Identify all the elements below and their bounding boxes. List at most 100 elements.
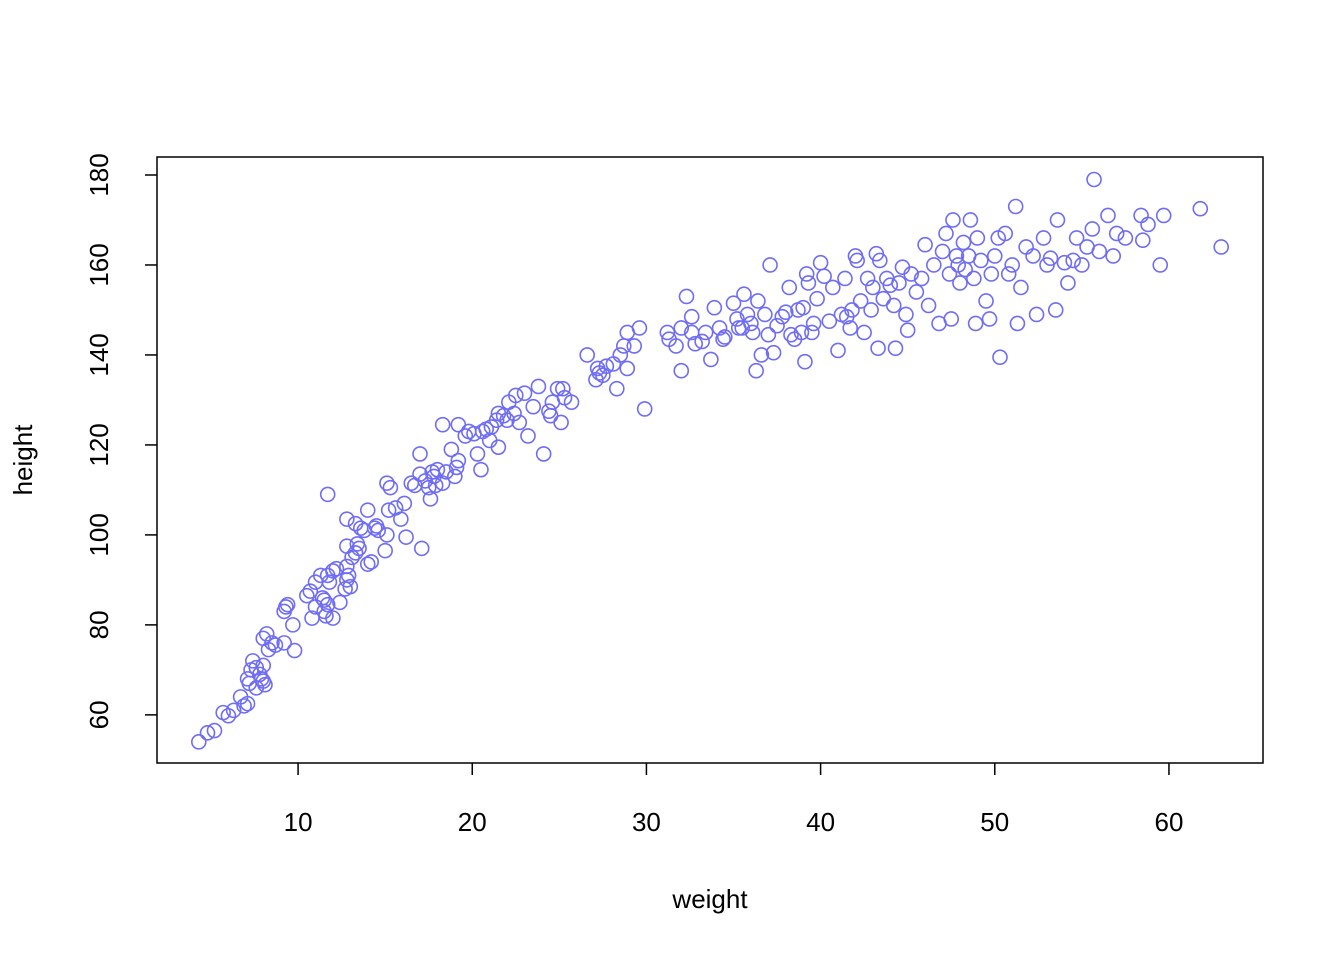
point [579,347,596,363]
point [1047,302,1064,318]
point [945,212,961,228]
point [239,695,256,712]
point [887,340,904,357]
point [199,725,216,741]
point [943,311,960,327]
point [962,212,979,228]
point [1086,171,1102,188]
point [321,574,338,590]
point [769,317,785,334]
point [220,707,237,724]
point [457,428,474,444]
point [678,288,695,305]
point [236,698,252,714]
point [734,320,751,336]
point [380,502,397,518]
point [913,270,930,287]
point [366,520,383,536]
point [612,347,629,363]
point [743,315,759,332]
point [863,302,879,318]
point [626,338,643,354]
point [1192,200,1209,217]
point [553,414,569,431]
point [206,722,223,739]
point [1028,306,1045,323]
point [1007,198,1024,215]
x-tick-label: 30 [632,807,661,837]
point [729,311,745,327]
point [1009,315,1026,332]
point [668,338,684,354]
point [1108,225,1125,242]
point [1049,212,1066,228]
point [555,380,571,397]
point [736,286,752,303]
point [429,461,446,478]
point [703,351,719,368]
point [997,225,1014,242]
point [783,326,799,343]
point [511,414,528,431]
y-tick-label: 80 [84,610,114,639]
point [859,270,876,287]
point [1035,230,1052,246]
point [225,702,242,719]
point [748,362,764,379]
point [687,335,703,352]
point [631,320,648,336]
point [711,320,728,336]
point [800,275,817,291]
point [264,635,280,651]
point [753,347,770,363]
point [319,596,336,613]
point [938,225,954,242]
point [903,266,919,282]
point [286,642,303,659]
point [934,243,951,260]
point [396,495,413,512]
point [898,306,914,323]
point [1056,254,1073,271]
x-axis-title: weight [671,884,748,914]
point [865,279,881,296]
point [1000,266,1017,282]
point [856,324,872,341]
y-axis-title: height [8,424,38,496]
point [368,518,385,534]
point [542,407,559,424]
point [757,306,773,323]
point [849,252,865,269]
point [191,734,207,750]
point [520,428,536,444]
point [377,542,393,559]
point [844,302,860,318]
point [302,583,319,599]
point [952,275,968,291]
point [563,394,580,410]
point [1105,248,1122,264]
x-tick-label: 60 [1154,807,1183,837]
point [434,475,451,491]
point [908,284,925,300]
point [821,313,838,330]
point [525,398,542,415]
point [978,293,994,309]
point [298,587,315,604]
point [278,599,294,615]
plot-frame [156,156,1264,764]
point [804,324,820,341]
point [852,293,869,309]
point [885,297,902,314]
point [683,308,700,325]
point [717,329,733,345]
point [837,270,853,287]
point [319,486,336,503]
y-tick-label: 160 [84,243,114,286]
point [809,290,825,307]
point [316,592,333,608]
point [830,342,846,359]
x-tick-label: 20 [458,807,487,837]
point [760,326,777,343]
